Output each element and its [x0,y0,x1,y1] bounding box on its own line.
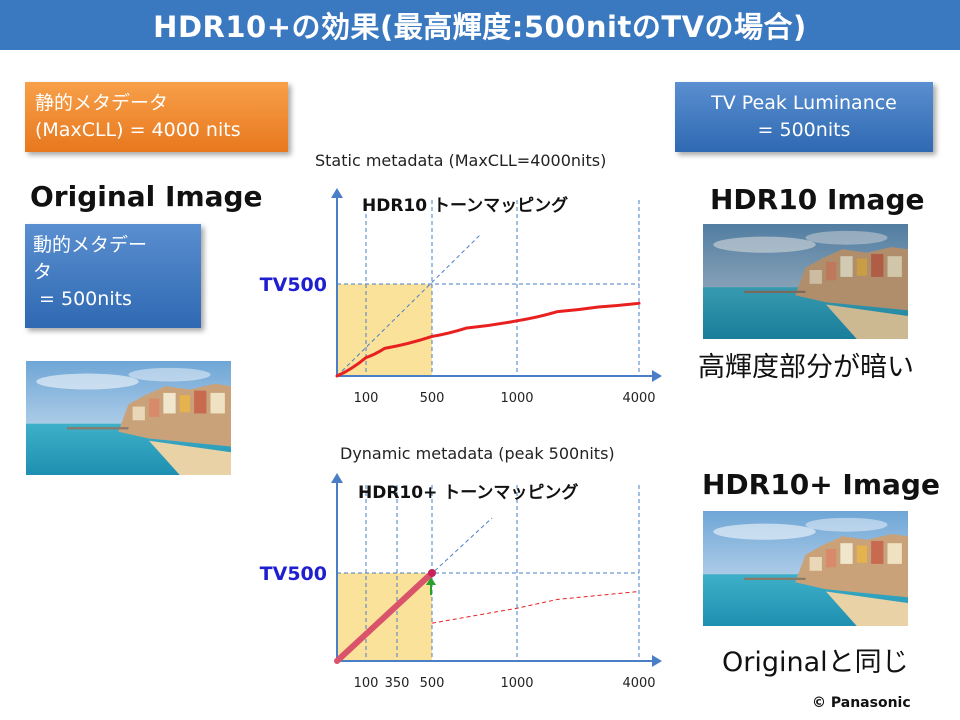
x-tick-1000: 1000 [500,391,533,406]
x-axis-arrow [652,370,662,382]
peak-box-line1: TV Peak Luminance [711,92,897,114]
hdr10plus-photo [703,511,908,626]
title-bar: HDR10+の効果(最高輝度:500nitのTVの場合) [0,0,960,50]
photo-image [26,361,231,475]
dynamic-box-line3: = 500nits [33,288,132,310]
tone-curve-series [335,301,641,378]
photo-image [703,511,908,626]
dynamic-metadata-box: 動的メタデー タ = 500nits [25,224,201,328]
static-curve-ghost [431,590,640,624]
x-tick-4000: 4000 [622,676,655,691]
hdr10plus-image-heading: HDR10+ Image [702,468,940,501]
photo-image [703,224,908,339]
x-tick-4000: 4000 [622,391,655,406]
x-tick-1000: 1000 [500,676,533,691]
page-title: HDR10+の効果(最高輝度:500nitのTVの場合) [153,10,807,44]
x-tick-500: 500 [420,391,445,406]
x-axis-arrow [652,655,662,667]
original-photo [26,361,231,475]
peak-point [428,569,436,577]
tone-mapping-label: HDR10 トーンマッピング [362,195,568,216]
hdr10plus-caption: Originalと同じ [722,647,909,678]
tv500-label: TV500 [260,274,327,296]
y-axis-arrow [331,188,343,198]
x-tick-350: 350 [385,676,410,691]
y-axis-arrow [331,473,343,483]
reference-diagonal [336,234,481,377]
tv-peak-luminance-box: TV Peak Luminance = 500nits [675,82,933,152]
hdr10-caption: 高輝度部分が暗い [698,352,914,383]
linear-mapping-series [334,570,435,664]
hdr10-photo [703,224,908,339]
chart-title: Dynamic metadata (peak 500nits) [340,444,615,463]
chart-title: Static metadata (MaxCLL=4000nits) [315,151,606,170]
original-image-heading: Original Image [30,180,263,213]
dynamic-box-line2: タ [33,261,53,283]
hdr10-image-heading: HDR10 Image [710,183,925,216]
tv500-label: TV500 [260,563,327,585]
static-box-line1: 静的メタデータ [35,92,169,114]
copyright-label: © Panasonic [812,695,911,711]
tone-mapping-label: HDR10+ トーンマッピング [358,482,578,503]
x-tick-100: 100 [354,676,379,691]
x-tick-100: 100 [354,391,379,406]
improvement-arrow-head [426,577,436,585]
static-metadata-box: 静的メタデータ (MaxCLL) = 4000 nits [25,82,288,152]
dynamic-box-line1: 動的メタデー [33,234,148,256]
peak-box-line2: = 500nits [757,119,851,141]
x-tick-500: 500 [420,676,445,691]
static-box-line2: (MaxCLL) = 4000 nits [35,119,241,141]
luminance-highlight [337,284,432,376]
